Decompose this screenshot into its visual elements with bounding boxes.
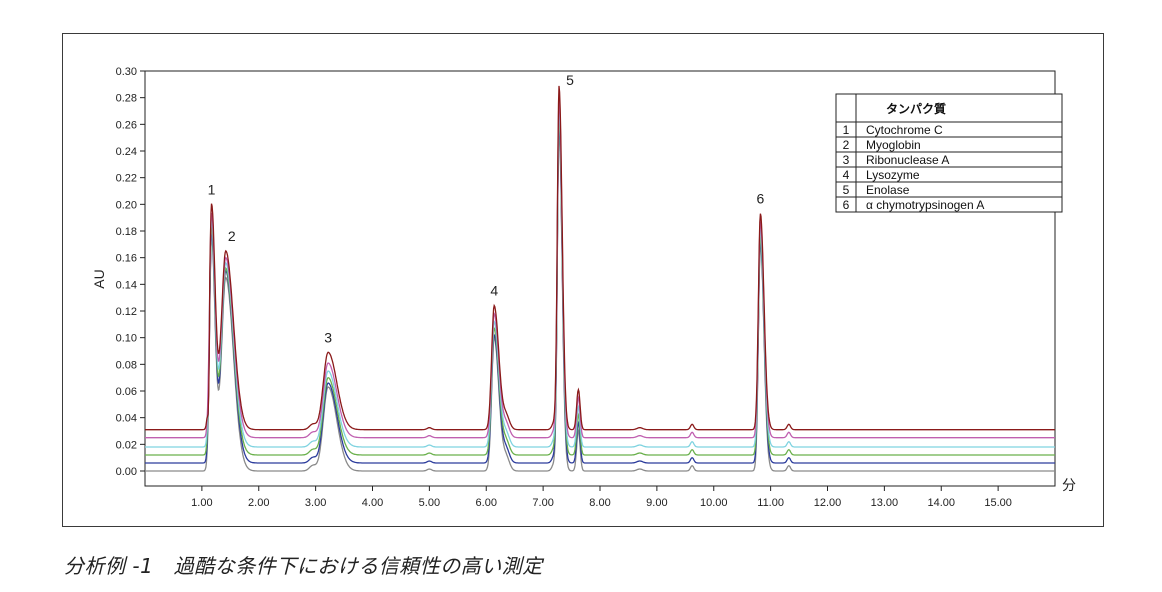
legend-number: 3 <box>843 153 850 167</box>
x-tick-label: 13.00 <box>871 497 899 509</box>
y-tick-label: 0.18 <box>116 226 137 238</box>
chromatogram-chart: 0.00 0.02 0.04 0.06 0.08 0.10 0.12 0.14 0.16 0.18… <box>91 66 1076 509</box>
chromatogram-trace <box>145 129 1055 472</box>
legend-protein-name: Ribonuclease A <box>866 153 949 167</box>
peak-label: 5 <box>566 72 574 88</box>
legend-protein-name: Lysozyme <box>866 168 920 182</box>
y-tick-label: 0.24 <box>116 146 137 158</box>
x-tick-label: 10.00 <box>700 497 728 509</box>
chromatogram-trace <box>145 85 1055 431</box>
y-tick-label: 0.10 <box>116 333 137 345</box>
x-tick-label: 15.00 <box>984 497 1012 509</box>
y-tick-label: 0.22 <box>116 173 137 185</box>
axes: 0.00 0.02 0.04 0.06 0.08 0.10 0.12 0.14 0.16 0.18… <box>91 66 1076 509</box>
legend-protein-name: α chymotrypsinogen A <box>866 198 984 212</box>
x-tick-label: 1.00 <box>191 497 212 509</box>
y-tick-label: 0.14 <box>116 279 137 291</box>
y-tick-label: 0.16 <box>116 253 137 265</box>
x-tick-label: 4.00 <box>362 497 383 509</box>
y-tick-label: 0.28 <box>116 93 137 105</box>
x-tick-label: 5.00 <box>419 497 440 509</box>
y-tick-label: 0.02 <box>116 439 137 451</box>
peak-label: 2 <box>228 228 236 244</box>
legend-number: 6 <box>843 198 850 212</box>
y-tick-label: 0.00 <box>116 466 137 478</box>
x-tick-label: 3.00 <box>305 497 326 509</box>
y-tick-label: 0.06 <box>116 386 137 398</box>
series-layer <box>145 85 1055 472</box>
figure-caption: 分析例 -1 過酷な条件下における信頼性の高い測定 <box>64 554 543 578</box>
x-tick-label: 8.00 <box>589 497 610 509</box>
peak-label: 1 <box>208 181 216 197</box>
y-tick-label: 0.04 <box>116 413 137 425</box>
x-tick-label: 11.00 <box>757 497 784 509</box>
legend-number: 1 <box>843 123 850 137</box>
x-tick-label: 7.00 <box>532 497 553 509</box>
legend-table: タンパク質 1 Cytochrome C 2 Myoglobin 3 Ribonucleas… <box>835 93 1063 213</box>
x-tick-label: 9.00 <box>646 497 667 509</box>
x-tick-label: 6.00 <box>476 497 497 509</box>
legend-number: 4 <box>843 168 850 182</box>
y-tick-label: 0.12 <box>116 306 137 318</box>
y-tick-label: 0.08 <box>116 359 137 371</box>
peak-label: 6 <box>756 191 764 207</box>
legend-protein-name: Enolase <box>866 183 910 197</box>
legend-header: タンパク質 <box>886 101 946 116</box>
peak-label: 3 <box>324 329 332 345</box>
chromatogram-trace <box>145 97 1055 439</box>
y-tick-label: 0.20 <box>116 199 137 211</box>
chromatogram-trace <box>145 115 1055 456</box>
x-tick-label: 12.00 <box>814 497 842 509</box>
y-tick-label: 0.26 <box>116 119 137 131</box>
x-tick-label: 14.00 <box>927 497 955 509</box>
chromatogram-trace <box>145 123 1055 464</box>
x-tick-label: 2.00 <box>248 497 269 509</box>
chromatogram-trace <box>145 107 1055 448</box>
y-axis-label: AU <box>91 269 107 288</box>
legend-protein-name: Myoglobin <box>866 138 921 152</box>
legend-number: 5 <box>843 183 850 197</box>
y-tick-label: 0.30 <box>116 66 137 78</box>
legend-number: 2 <box>843 138 850 152</box>
legend-box <box>835 93 1063 213</box>
legend-protein-name: Cytochrome C <box>866 123 943 137</box>
peak-labels: 1 2 3 4 5 6 <box>208 72 765 345</box>
peak-label: 4 <box>490 283 498 299</box>
x-axis-label: 分 <box>1062 477 1076 493</box>
